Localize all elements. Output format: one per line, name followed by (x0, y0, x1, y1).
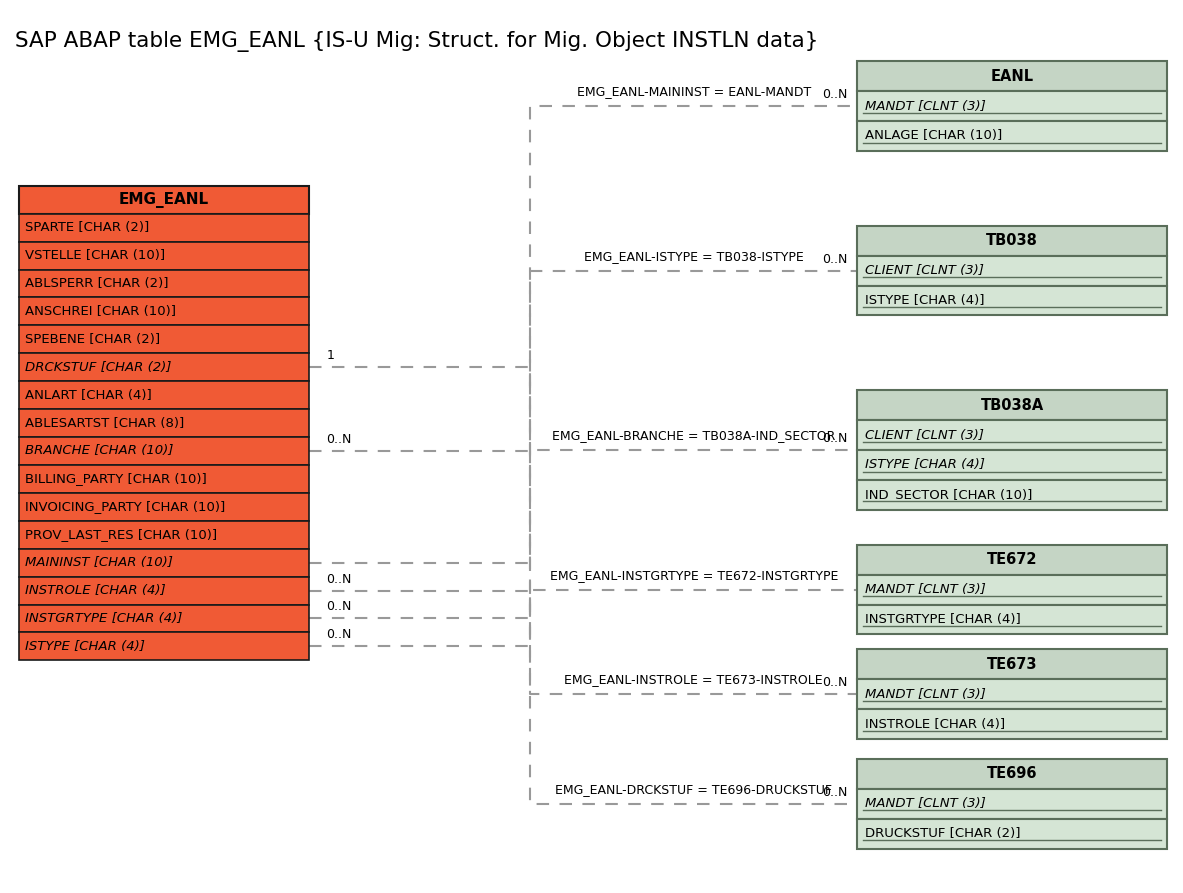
Bar (858, 420, 1166, 450)
Bar (19, 325, 309, 354)
Text: EMG_EANL-INSTGRTYPE = TE672-INSTGRTYPE: EMG_EANL-INSTGRTYPE = TE672-INSTGRTYPE (550, 569, 838, 581)
Bar (19, 297, 309, 325)
Bar (19, 548, 309, 577)
Text: 1: 1 (327, 349, 335, 363)
Text: TE696: TE696 (987, 766, 1037, 781)
Bar (858, 450, 1166, 480)
Bar (858, 709, 1166, 739)
Text: TE673: TE673 (987, 657, 1037, 672)
Text: 0..N: 0..N (327, 629, 353, 641)
Text: DRUCKSTUF [CHAR (2)]: DRUCKSTUF [CHAR (2)] (865, 827, 1021, 840)
Text: ISTYPE [CHAR (4)]: ISTYPE [CHAR (4)] (25, 640, 146, 653)
Text: INSTROLE [CHAR (4)]: INSTROLE [CHAR (4)] (25, 584, 166, 597)
Bar (19, 242, 309, 270)
Bar (858, 226, 1166, 255)
Text: MANDT [CLNT (3)]: MANDT [CLNT (3)] (865, 583, 987, 596)
Text: 0..N: 0..N (327, 600, 353, 613)
Bar (858, 255, 1166, 286)
Bar (858, 789, 1166, 819)
Text: TB038: TB038 (987, 233, 1037, 248)
Bar (858, 121, 1166, 151)
Bar (19, 381, 309, 409)
Text: 0..N: 0..N (822, 88, 847, 101)
Bar (858, 605, 1166, 634)
Text: MANDT [CLNT (3)]: MANDT [CLNT (3)] (865, 99, 987, 113)
Text: INVOICING_PARTY [CHAR (10)]: INVOICING_PARTY [CHAR (10)] (25, 500, 226, 513)
Text: SAP ABAP table EMG_EANL {IS-U Mig: Struct. for Mig. Object INSTLN data}: SAP ABAP table EMG_EANL {IS-U Mig: Struc… (15, 31, 819, 53)
Bar (19, 521, 309, 548)
Bar (19, 270, 309, 297)
Text: BRANCHE [CHAR (10)]: BRANCHE [CHAR (10)] (25, 445, 174, 457)
Text: TB038A: TB038A (981, 397, 1043, 413)
Text: 0..N: 0..N (327, 433, 353, 446)
Bar (19, 437, 309, 465)
Text: SPEBENE [CHAR (2)]: SPEBENE [CHAR (2)] (25, 333, 161, 346)
Text: ABLESARTST [CHAR (8)]: ABLESARTST [CHAR (8)] (25, 416, 185, 430)
Text: MANDT [CLNT (3)]: MANDT [CLNT (3)] (865, 797, 987, 810)
Text: IND_SECTOR [CHAR (10)]: IND_SECTOR [CHAR (10)] (865, 488, 1033, 501)
Text: ANSCHREI [CHAR (10)]: ANSCHREI [CHAR (10)] (25, 305, 176, 318)
Bar (858, 759, 1166, 789)
Bar (19, 632, 309, 660)
Text: TE672: TE672 (987, 552, 1037, 567)
Text: BILLING_PARTY [CHAR (10)]: BILLING_PARTY [CHAR (10)] (25, 472, 207, 486)
Text: 0..N: 0..N (822, 786, 847, 799)
Bar (858, 91, 1166, 121)
Text: PROV_LAST_RES [CHAR (10)]: PROV_LAST_RES [CHAR (10)] (25, 529, 218, 541)
Text: 0..N: 0..N (327, 572, 353, 586)
Bar (858, 680, 1166, 709)
Bar (858, 649, 1166, 680)
Bar (19, 186, 309, 213)
Text: 0..N: 0..N (822, 432, 847, 445)
Bar (858, 480, 1166, 510)
Bar (19, 493, 309, 521)
Text: DRCKSTUF [CHAR (2)]: DRCKSTUF [CHAR (2)] (25, 361, 172, 374)
Bar (858, 545, 1166, 574)
Bar (19, 577, 309, 605)
Text: 0..N: 0..N (822, 676, 847, 689)
Text: VSTELLE [CHAR (10)]: VSTELLE [CHAR (10)] (25, 249, 166, 263)
Text: EMG_EANL-BRANCHE = TB038A-IND_SECTOR: EMG_EANL-BRANCHE = TB038A-IND_SECTOR (552, 429, 835, 442)
Bar (19, 605, 309, 632)
Text: EANL: EANL (990, 69, 1034, 84)
Text: INSTROLE [CHAR (4)]: INSTROLE [CHAR (4)] (865, 718, 1006, 730)
Bar (858, 390, 1166, 420)
Text: CLIENT [CLNT (3)]: CLIENT [CLNT (3)] (865, 429, 984, 441)
Bar (19, 465, 309, 493)
Text: ISTYPE [CHAR (4)]: ISTYPE [CHAR (4)] (865, 294, 985, 307)
Text: SPARTE [CHAR (2)]: SPARTE [CHAR (2)] (25, 221, 149, 234)
Bar (19, 213, 309, 242)
Bar (858, 286, 1166, 315)
Bar (19, 409, 309, 437)
Text: ANLART [CHAR (4)]: ANLART [CHAR (4)] (25, 388, 153, 402)
Text: ISTYPE [CHAR (4)]: ISTYPE [CHAR (4)] (865, 458, 985, 472)
Text: EMG_EANL-MAININST = EANL-MANDT: EMG_EANL-MAININST = EANL-MANDT (576, 85, 810, 98)
Bar (858, 574, 1166, 605)
Text: MANDT [CLNT (3)]: MANDT [CLNT (3)] (865, 688, 987, 701)
Text: INSTGRTYPE [CHAR (4)]: INSTGRTYPE [CHAR (4)] (25, 612, 182, 625)
Text: 0..N: 0..N (822, 253, 847, 265)
Text: CLIENT [CLNT (3)]: CLIENT [CLNT (3)] (865, 264, 984, 277)
Text: MAININST [CHAR (10)]: MAININST [CHAR (10)] (25, 556, 173, 569)
Text: EMG_EANL-DRCKSTUF = TE696-DRUCKSTUF: EMG_EANL-DRCKSTUF = TE696-DRUCKSTUF (555, 783, 833, 796)
Bar (858, 62, 1166, 91)
Text: EMG_EANL: EMG_EANL (119, 192, 209, 208)
Text: EMG_EANL-ISTYPE = TB038-ISTYPE: EMG_EANL-ISTYPE = TB038-ISTYPE (584, 249, 803, 263)
Text: ABLSPERR [CHAR (2)]: ABLSPERR [CHAR (2)] (25, 277, 169, 290)
Text: ANLAGE [CHAR (10)]: ANLAGE [CHAR (10)] (865, 129, 1003, 143)
Text: EMG_EANL-INSTROLE = TE673-INSTROLE: EMG_EANL-INSTROLE = TE673-INSTROLE (564, 673, 823, 686)
Bar (19, 354, 309, 381)
Bar (858, 819, 1166, 848)
Text: INSTGRTYPE [CHAR (4)]: INSTGRTYPE [CHAR (4)] (865, 613, 1021, 626)
